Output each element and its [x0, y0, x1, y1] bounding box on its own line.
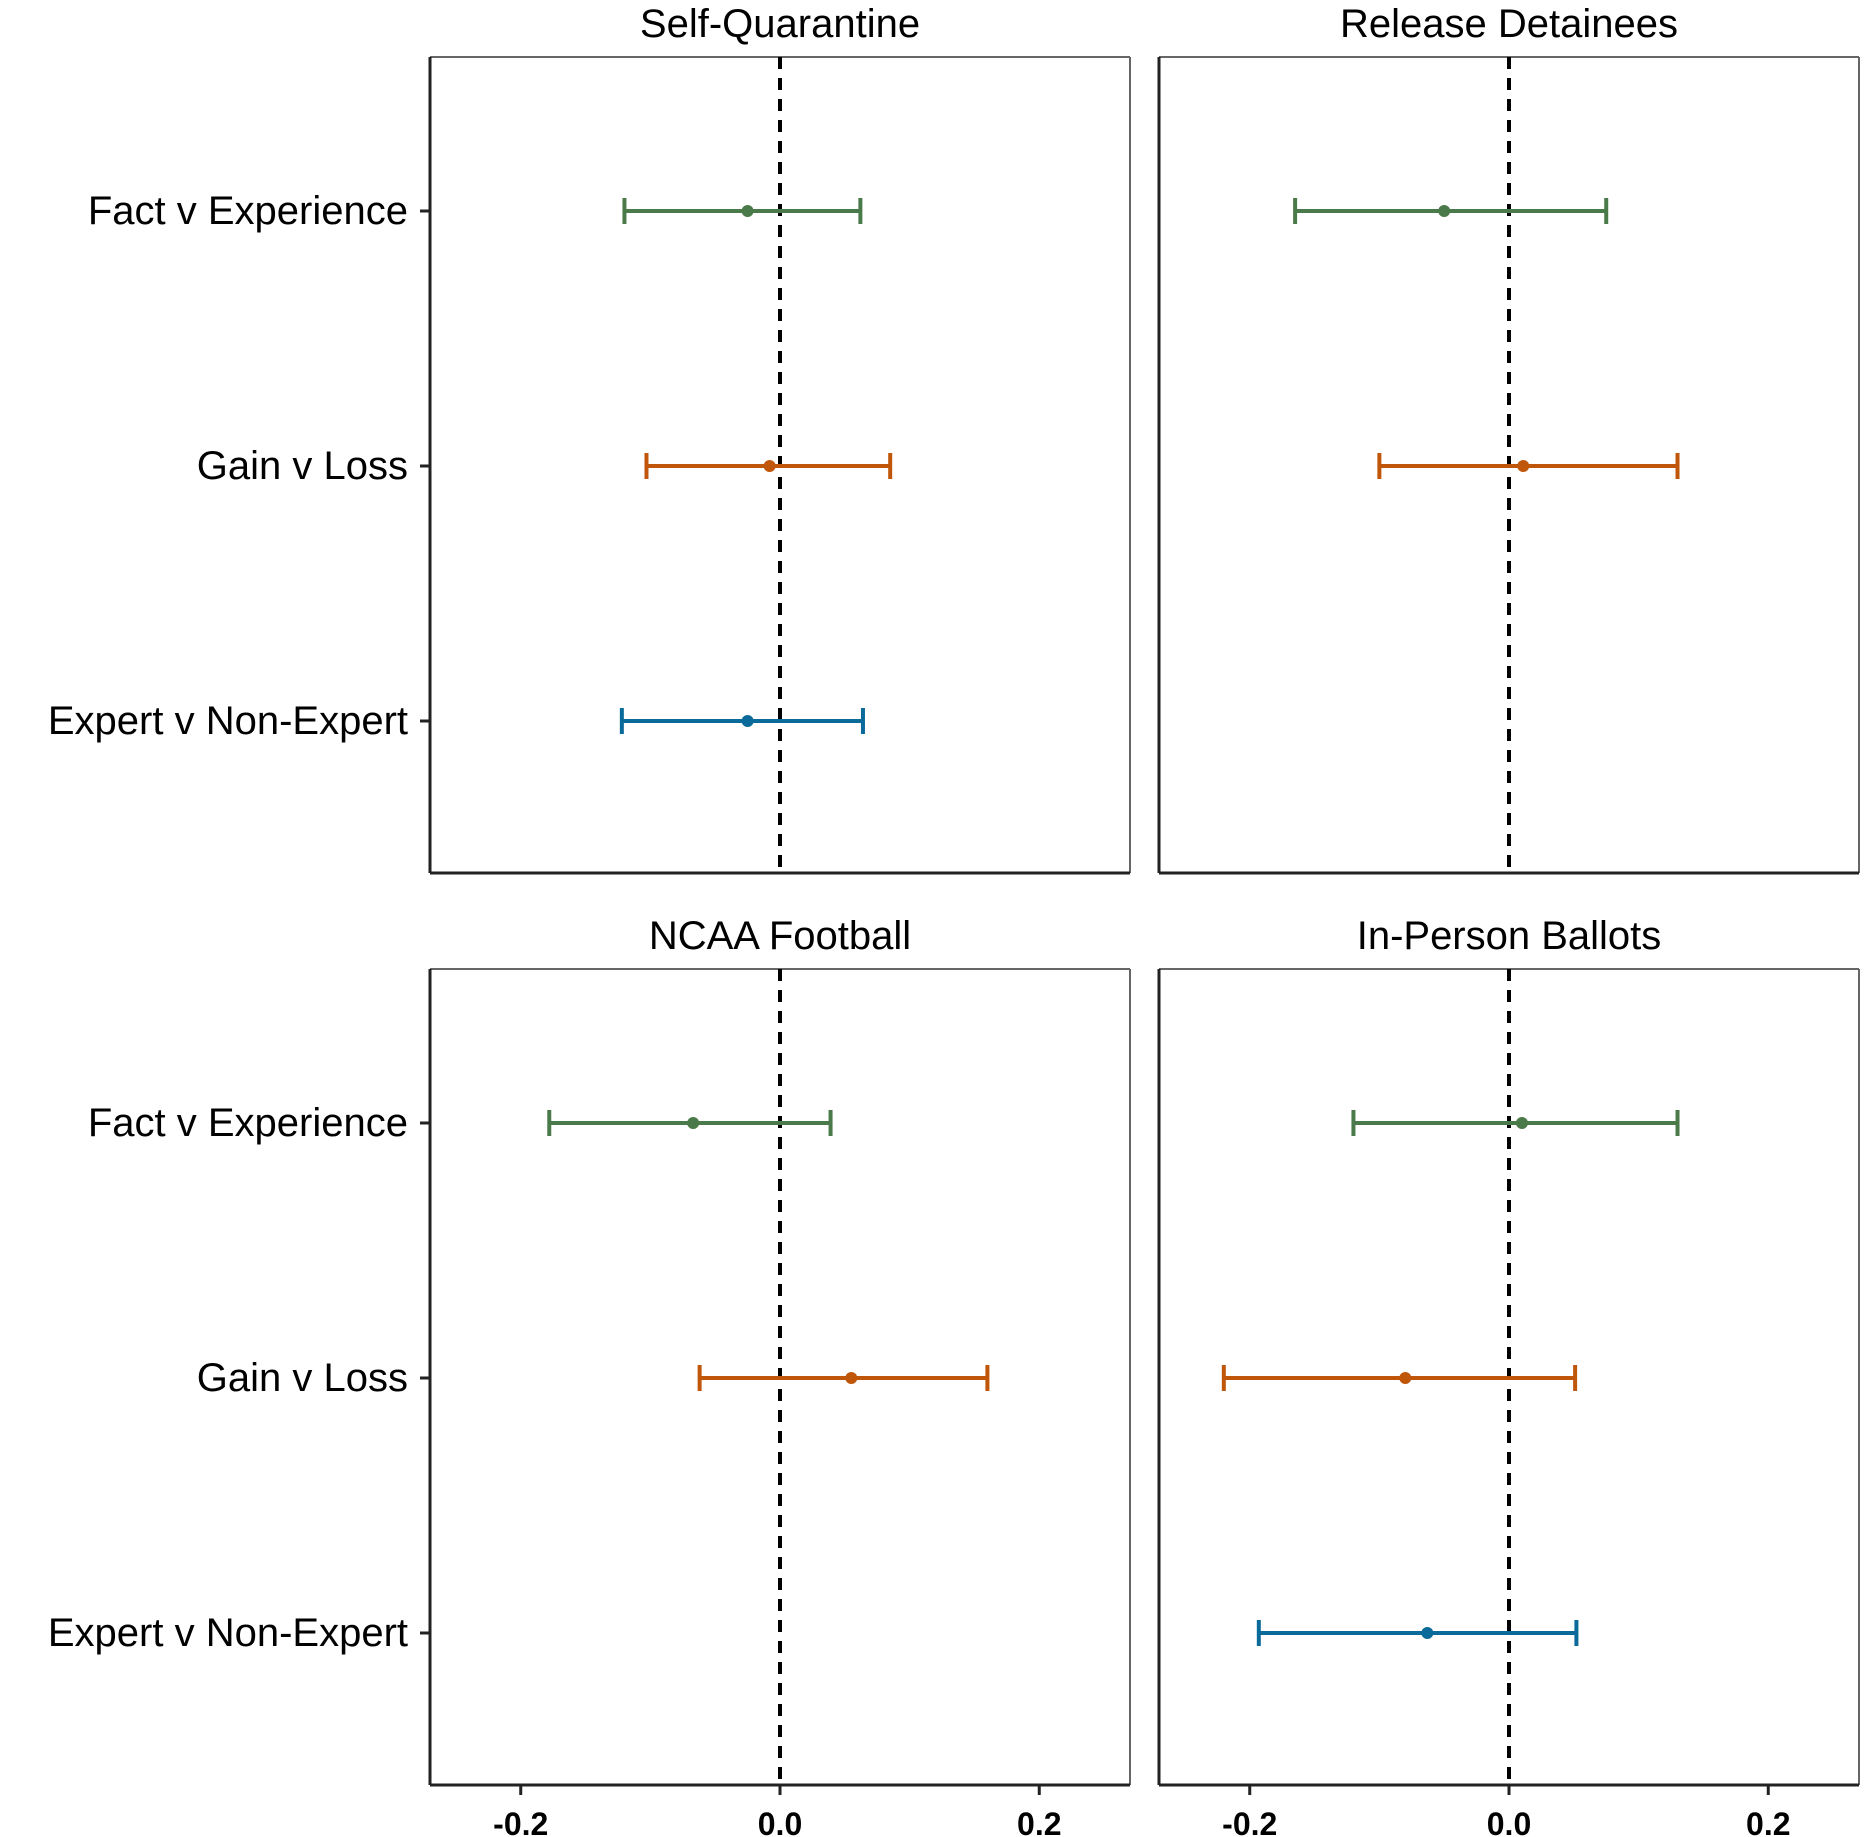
x-tick-label: 0.0 — [758, 1806, 802, 1837]
estimate-interval — [1256, 1620, 1579, 1646]
panel-title: In-Person Ballots — [1357, 914, 1662, 958]
x-tick-label: 0.0 — [1487, 1806, 1531, 1837]
x-tick-label: 0.2 — [1017, 1806, 1061, 1837]
point-estimate — [845, 1372, 858, 1384]
estimate-interval — [644, 453, 893, 479]
estimate-interval — [1221, 1365, 1578, 1391]
point-estimate — [1399, 1372, 1412, 1384]
y-tick-label: Expert v Non-Expert — [48, 1611, 408, 1655]
estimate-interval — [622, 198, 863, 224]
panel-release-detainees: Release Detainees — [1157, 2, 1860, 875]
x-tick-label: -0.2 — [493, 1806, 548, 1837]
estimate-interval — [547, 1110, 833, 1136]
point-estimate — [687, 1117, 700, 1129]
point-estimate — [1438, 205, 1451, 217]
point-estimate — [763, 460, 776, 472]
estimate-interval — [697, 1365, 990, 1391]
point-estimate — [1515, 1117, 1528, 1129]
y-tick-label: Gain v Loss — [197, 1356, 408, 1400]
panel-ncaa-football: NCAA Football Fact v Experience Gain v Los… — [48, 914, 1131, 1837]
panel-title: Release Detainees — [1340, 2, 1678, 46]
point-estimate — [741, 205, 754, 217]
estimate-interval — [1377, 453, 1680, 479]
estimate-interval — [1351, 1110, 1680, 1136]
panel-in-person-ballots: In-Person Ballots -0.2 0.0 0.2 — [1157, 914, 1860, 1837]
point-estimate — [1517, 460, 1530, 472]
panel-title: NCAA Football — [649, 914, 911, 958]
point-estimate — [741, 715, 754, 727]
x-tick-label: -0.2 — [1222, 1806, 1277, 1837]
x-tick-label: 0.2 — [1746, 1806, 1790, 1837]
panel-self-quarantine: Self-Quarantine Fact v Experience Gain v L… — [48, 2, 1131, 875]
panel-title: Self-Quarantine — [640, 2, 920, 46]
y-tick-label: Fact v Experience — [88, 1101, 408, 1145]
point-estimate — [1421, 1627, 1434, 1639]
y-tick-label: Expert v Non-Expert — [48, 699, 408, 743]
estimate-interval — [619, 708, 865, 734]
y-tick-label: Gain v Loss — [197, 444, 408, 488]
y-tick-label: Fact v Experience — [88, 189, 408, 233]
estimate-interval — [1293, 198, 1609, 224]
